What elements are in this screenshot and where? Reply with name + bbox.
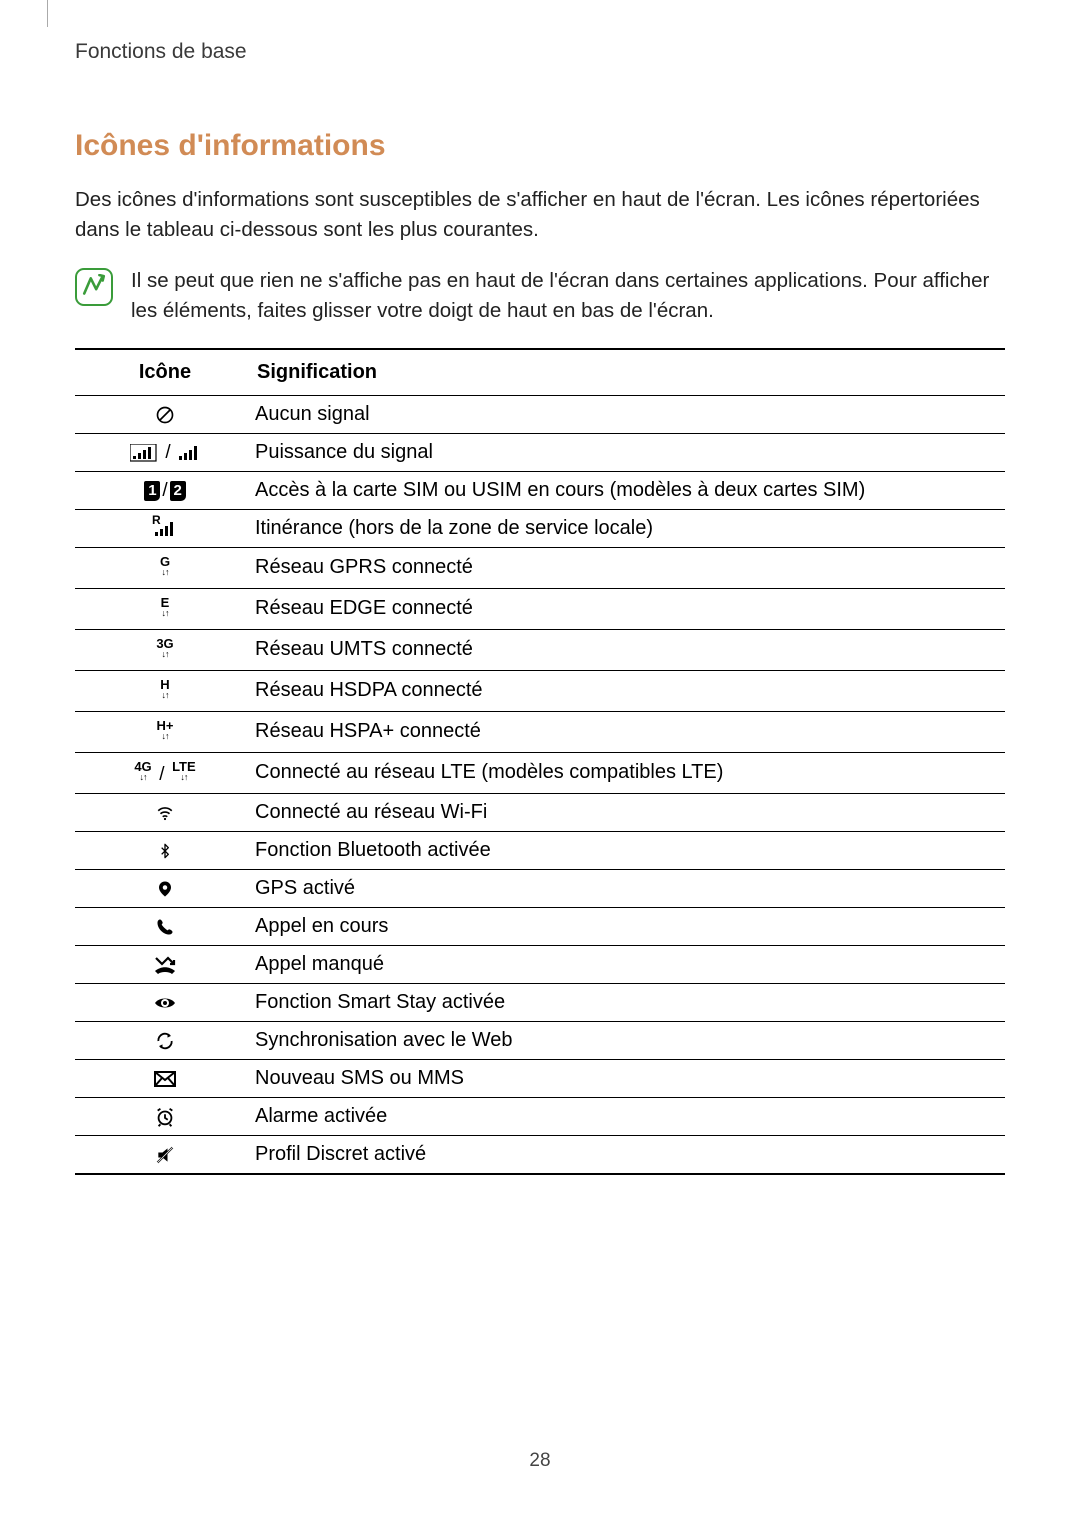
sync-icon bbox=[75, 1021, 255, 1059]
table-row: Connecté au réseau Wi-Fi bbox=[75, 793, 1005, 831]
table-row: Fonction Bluetooth activée bbox=[75, 831, 1005, 869]
no-signal-icon bbox=[75, 395, 255, 433]
smart-stay-icon bbox=[75, 983, 255, 1021]
mute-icon bbox=[75, 1135, 255, 1174]
table-row: Profil Discret activé bbox=[75, 1135, 1005, 1174]
meaning-cell: Puissance du signal bbox=[255, 433, 1005, 471]
table-row: R Itinérance (hors de la zone de service… bbox=[75, 509, 1005, 547]
meaning-cell: Itinérance (hors de la zone de service l… bbox=[255, 509, 1005, 547]
table-row: Appel en cours bbox=[75, 907, 1005, 945]
meaning-cell: Alarme activée bbox=[255, 1097, 1005, 1135]
table-row: E↓↑ Réseau EDGE connecté bbox=[75, 588, 1005, 629]
meaning-cell: Réseau HSPA+ connecté bbox=[255, 711, 1005, 752]
meaning-cell: Nouveau SMS ou MMS bbox=[255, 1059, 1005, 1097]
roaming-icon: R bbox=[75, 509, 255, 547]
meaning-cell: GPS activé bbox=[255, 869, 1005, 907]
hspa-plus-icon: H+↓↑ bbox=[75, 711, 255, 752]
meaning-cell: Appel en cours bbox=[255, 907, 1005, 945]
table-row: 3G↓↑ Réseau UMTS connecté bbox=[75, 629, 1005, 670]
meaning-cell: Aucun signal bbox=[255, 395, 1005, 433]
section-title: Icônes d'informations bbox=[75, 129, 1005, 163]
meaning-cell: Fonction Smart Stay activée bbox=[255, 983, 1005, 1021]
column-header-icon: Icône bbox=[75, 349, 255, 396]
table-row: Synchronisation avec le Web bbox=[75, 1021, 1005, 1059]
page-header: Fonctions de base bbox=[75, 40, 1005, 64]
call-icon bbox=[75, 907, 255, 945]
icon-table: Icône Signification Aucun signal / Puiss… bbox=[75, 348, 1005, 1175]
table-row: H+↓↑ Réseau HSPA+ connecté bbox=[75, 711, 1005, 752]
meaning-cell: Réseau UMTS connecté bbox=[255, 629, 1005, 670]
table-row: Fonction Smart Stay activée bbox=[75, 983, 1005, 1021]
meaning-cell: Connecté au réseau Wi-Fi bbox=[255, 793, 1005, 831]
table-row: Alarme activée bbox=[75, 1097, 1005, 1135]
meaning-cell: Réseau GPRS connecté bbox=[255, 547, 1005, 588]
table-row: GPS activé bbox=[75, 869, 1005, 907]
hsdpa-icon: H↓↑ bbox=[75, 670, 255, 711]
meaning-cell: Réseau EDGE connecté bbox=[255, 588, 1005, 629]
table-row: Appel manqué bbox=[75, 945, 1005, 983]
page-left-rule bbox=[47, 0, 48, 27]
meaning-cell: Profil Discret activé bbox=[255, 1135, 1005, 1174]
intro-paragraph: Des icônes d'informations sont susceptib… bbox=[75, 185, 1005, 244]
gprs-icon: G↓↑ bbox=[75, 547, 255, 588]
note-text: Il se peut que rien ne s'affiche pas en … bbox=[131, 266, 1005, 325]
sms-icon bbox=[75, 1059, 255, 1097]
umts-icon: 3G↓↑ bbox=[75, 629, 255, 670]
gps-icon bbox=[75, 869, 255, 907]
page-content: Fonctions de base Icônes d'informations … bbox=[0, 0, 1080, 1175]
wifi-icon bbox=[75, 793, 255, 831]
table-row: Aucun signal bbox=[75, 395, 1005, 433]
meaning-cell: Réseau HSDPA connecté bbox=[255, 670, 1005, 711]
table-row: 1/2 Accès à la carte SIM ou USIM en cour… bbox=[75, 471, 1005, 509]
meaning-cell: Accès à la carte SIM ou USIM en cours (m… bbox=[255, 471, 1005, 509]
table-row: H↓↑ Réseau HSDPA connecté bbox=[75, 670, 1005, 711]
lte-icon: 4G↓↑ / LTE↓↑ bbox=[75, 752, 255, 793]
edge-icon: E↓↑ bbox=[75, 588, 255, 629]
table-row: Nouveau SMS ou MMS bbox=[75, 1059, 1005, 1097]
sim-access-icon: 1/2 bbox=[75, 471, 255, 509]
page-number: 28 bbox=[0, 1450, 1080, 1472]
column-header-meaning: Signification bbox=[255, 349, 1005, 396]
meaning-cell: Appel manqué bbox=[255, 945, 1005, 983]
table-row: G↓↑ Réseau GPRS connecté bbox=[75, 547, 1005, 588]
note-icon bbox=[75, 268, 113, 306]
missed-call-icon bbox=[75, 945, 255, 983]
note-box: Il se peut que rien ne s'affiche pas en … bbox=[75, 266, 1005, 325]
alarm-icon bbox=[75, 1097, 255, 1135]
signal-strength-icon: / bbox=[75, 433, 255, 471]
meaning-cell: Synchronisation avec le Web bbox=[255, 1021, 1005, 1059]
meaning-cell: Connecté au réseau LTE (modèles compatib… bbox=[255, 752, 1005, 793]
meaning-cell: Fonction Bluetooth activée bbox=[255, 831, 1005, 869]
table-row: / Puissance du signal bbox=[75, 433, 1005, 471]
table-row: 4G↓↑ / LTE↓↑ Connecté au réseau LTE (mod… bbox=[75, 752, 1005, 793]
bluetooth-icon bbox=[75, 831, 255, 869]
